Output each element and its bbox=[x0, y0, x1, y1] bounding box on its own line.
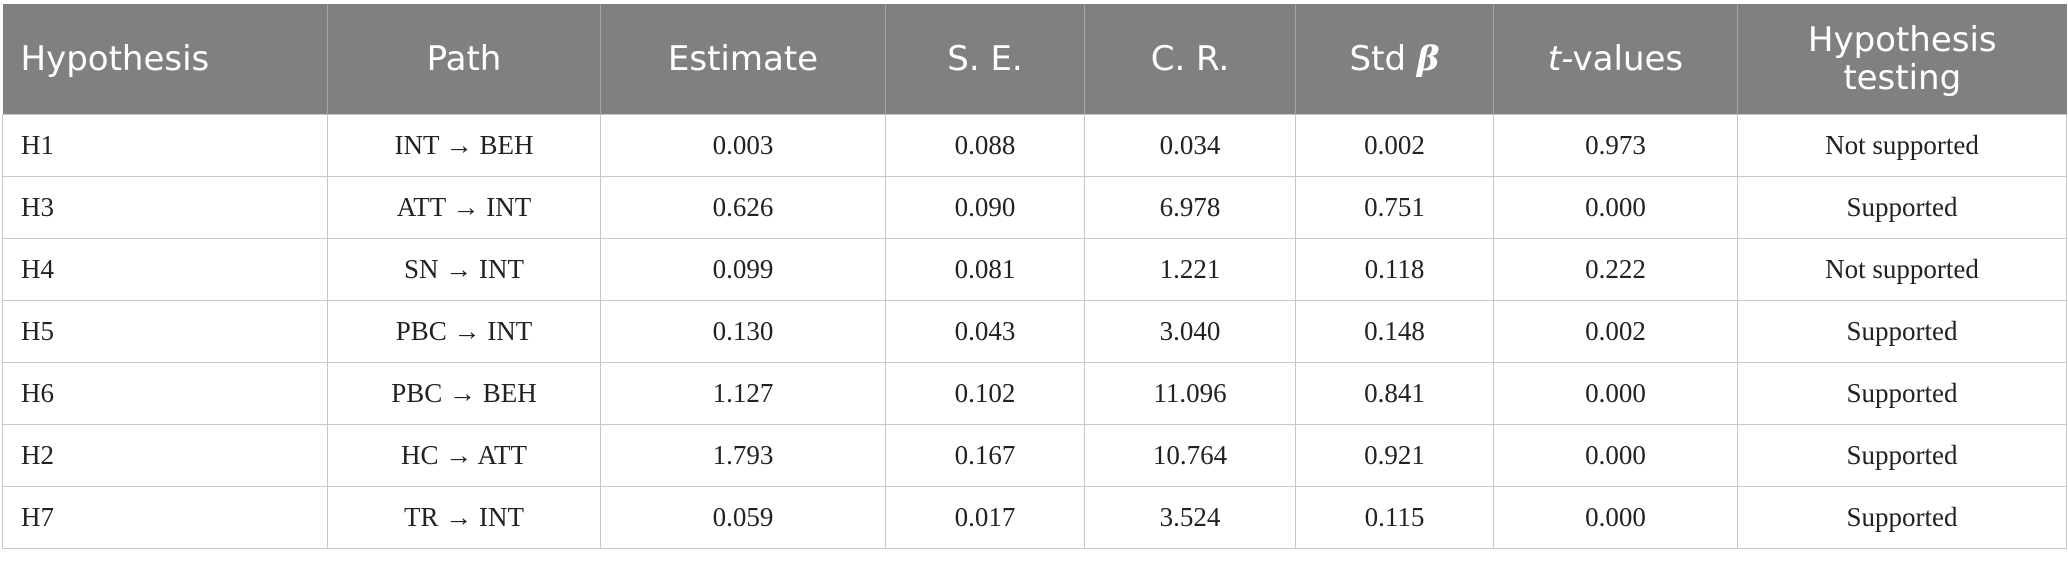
t-value-cell: 0.000 bbox=[1493, 175, 1738, 239]
std-beta-cell: 0.118 bbox=[1295, 237, 1494, 301]
t-value-cell: 0.973 bbox=[1493, 113, 1738, 177]
cr-cell: 10.764 bbox=[1084, 423, 1296, 487]
t-value-cell: 0.002 bbox=[1493, 299, 1738, 363]
header-estimate: Estimate bbox=[600, 4, 886, 114]
header-path: Path bbox=[327, 4, 601, 114]
hypothesis-cell: H2 bbox=[2, 423, 328, 487]
path-cell: INT → BEH bbox=[327, 113, 601, 177]
result-cell: Not supported bbox=[1737, 237, 2067, 301]
t-value-cell: 0.222 bbox=[1493, 237, 1738, 301]
header-t-values-label: -values bbox=[1561, 38, 1684, 79]
header-hypothesis-testing: Hypothesis testing bbox=[1737, 4, 2067, 114]
hypothesis-results-table: Hypothesis Path Estimate S. E. C. R. Std… bbox=[2, 4, 2067, 549]
path-cell: PBC → INT bbox=[327, 299, 601, 363]
estimate-cell: 0.130 bbox=[600, 299, 886, 363]
path-cell: HC → ATT bbox=[327, 423, 601, 487]
table-row: H7 TR → INT 0.059 0.017 3.524 0.115 0.000 Suppo… bbox=[2, 485, 2067, 549]
estimate-cell: 0.003 bbox=[600, 113, 886, 177]
hypothesis-cell: H3 bbox=[2, 175, 328, 239]
path-cell: ATT → INT bbox=[327, 175, 601, 239]
cr-cell: 11.096 bbox=[1084, 361, 1296, 425]
table-body: H1 INT → BEH 0.003 0.088 0.034 0.002 0.973 Not … bbox=[2, 113, 2067, 549]
hypothesis-cell: H7 bbox=[2, 485, 328, 549]
cr-cell: 3.524 bbox=[1084, 485, 1296, 549]
se-cell: 0.081 bbox=[885, 237, 1085, 301]
se-cell: 0.090 bbox=[885, 175, 1085, 239]
t-value-cell: 0.000 bbox=[1493, 423, 1738, 487]
t-value-cell: 0.000 bbox=[1493, 361, 1738, 425]
std-beta-cell: 0.841 bbox=[1295, 361, 1494, 425]
result-cell: Not supported bbox=[1737, 113, 2067, 177]
hypothesis-cell: H6 bbox=[2, 361, 328, 425]
se-cell: 0.043 bbox=[885, 299, 1085, 363]
header-std-beta: Std β bbox=[1295, 4, 1494, 114]
cr-cell: 6.978 bbox=[1084, 175, 1296, 239]
table-row: H2 HC → ATT 1.793 0.167 10.764 0.921 0.000 Supp… bbox=[2, 423, 2067, 487]
table-row: H6 PBC → BEH 1.127 0.102 11.096 0.841 0.000 Sup… bbox=[2, 361, 2067, 425]
header-cr: C. R. bbox=[1084, 4, 1296, 114]
t-value-cell: 0.000 bbox=[1493, 485, 1738, 549]
result-cell: Supported bbox=[1737, 299, 2067, 363]
path-cell: SN → INT bbox=[327, 237, 601, 301]
estimate-cell: 0.059 bbox=[600, 485, 886, 549]
se-cell: 0.102 bbox=[885, 361, 1085, 425]
std-beta-cell: 0.921 bbox=[1295, 423, 1494, 487]
std-beta-cell: 0.002 bbox=[1295, 113, 1494, 177]
beta-symbol: β bbox=[1416, 38, 1440, 79]
se-cell: 0.088 bbox=[885, 113, 1085, 177]
path-cell: PBC → BEH bbox=[327, 361, 601, 425]
table-row: H4 SN → INT 0.099 0.081 1.221 0.118 0.222 Not s… bbox=[2, 237, 2067, 301]
cr-cell: 0.034 bbox=[1084, 113, 1296, 177]
hypothesis-cell: H5 bbox=[2, 299, 328, 363]
hypothesis-cell: H1 bbox=[2, 113, 328, 177]
t-symbol: t bbox=[1547, 38, 1562, 79]
result-cell: Supported bbox=[1737, 175, 2067, 239]
header-t-values: t-values bbox=[1493, 4, 1738, 114]
std-beta-cell: 0.751 bbox=[1295, 175, 1494, 239]
header-se: S. E. bbox=[885, 4, 1085, 114]
result-cell: Supported bbox=[1737, 485, 2067, 549]
cr-cell: 1.221 bbox=[1084, 237, 1296, 301]
estimate-cell: 1.793 bbox=[600, 423, 886, 487]
std-beta-cell: 0.148 bbox=[1295, 299, 1494, 363]
result-cell: Supported bbox=[1737, 423, 2067, 487]
se-cell: 0.167 bbox=[885, 423, 1085, 487]
estimate-cell: 0.626 bbox=[600, 175, 886, 239]
table-row: H1 INT → BEH 0.003 0.088 0.034 0.002 0.973 Not … bbox=[2, 113, 2067, 177]
estimate-cell: 0.099 bbox=[600, 237, 886, 301]
header-hypothesis: Hypothesis bbox=[2, 4, 328, 114]
path-cell: TR → INT bbox=[327, 485, 601, 549]
result-cell: Supported bbox=[1737, 361, 2067, 425]
header-row: Hypothesis Path Estimate S. E. C. R. Std… bbox=[2, 4, 2067, 114]
estimate-cell: 1.127 bbox=[600, 361, 886, 425]
se-cell: 0.017 bbox=[885, 485, 1085, 549]
hypothesis-cell: H4 bbox=[2, 237, 328, 301]
std-beta-cell: 0.115 bbox=[1295, 485, 1494, 549]
table-row: H5 PBC → INT 0.130 0.043 3.040 0.148 0.002 Supp… bbox=[2, 299, 2067, 363]
header-std-beta-label: Std bbox=[1349, 38, 1417, 79]
table-row: H3 ATT → INT 0.626 0.090 6.978 0.751 0.000 Supp… bbox=[2, 175, 2067, 239]
cr-cell: 3.040 bbox=[1084, 299, 1296, 363]
